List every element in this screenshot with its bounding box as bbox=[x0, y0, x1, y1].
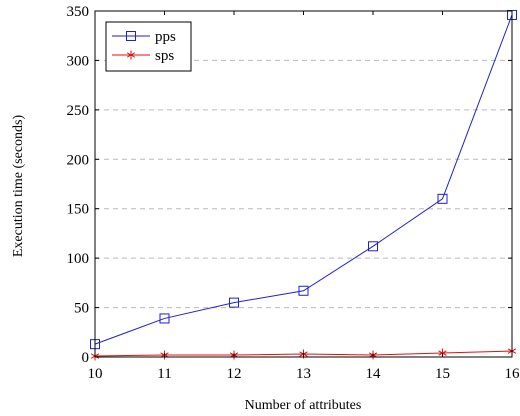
y-tick-label: 150 bbox=[67, 202, 90, 218]
x-tick-label: 14 bbox=[366, 366, 382, 382]
y-tick-label: 300 bbox=[67, 53, 90, 69]
grid-lines bbox=[95, 59, 512, 309]
x-tick-label: 11 bbox=[157, 366, 171, 382]
y-tick-label: 100 bbox=[67, 251, 90, 267]
data-point-pps bbox=[229, 297, 239, 308]
legend-marker-sps bbox=[126, 50, 136, 60]
legend-item-pps: pps bbox=[112, 29, 176, 45]
legend-item-sps: sps bbox=[112, 48, 174, 64]
legend-box bbox=[105, 21, 192, 72]
x-tick-label: 10 bbox=[88, 366, 103, 382]
x-tick-label: 12 bbox=[227, 366, 242, 382]
data-point-pps bbox=[298, 285, 309, 296]
legend: pps sps bbox=[105, 21, 192, 72]
x-axis-label: Number of attributes bbox=[245, 398, 362, 413]
y-tick-label: 50 bbox=[74, 301, 89, 317]
y-tick-label: 350 bbox=[67, 4, 90, 20]
y-tick-label: 200 bbox=[67, 152, 90, 168]
legend-label-sps: sps bbox=[155, 48, 174, 64]
y-tick-label: 250 bbox=[67, 103, 90, 119]
axis-ticks: 0 50 100 150 200 250 300 350 10 11 12 13 14 15 16 bbox=[67, 4, 520, 382]
series-pps bbox=[90, 9, 517, 350]
legend-marker-pps bbox=[126, 31, 136, 41]
y-tick-label: 0 bbox=[82, 350, 90, 366]
y-axis-label: Execution time (seconds) bbox=[11, 115, 26, 258]
data-point-pps bbox=[159, 313, 170, 324]
x-tick-label: 15 bbox=[435, 366, 450, 382]
data-point-pps bbox=[437, 193, 448, 204]
x-tick-label: 16 bbox=[505, 366, 520, 382]
series-line-pps bbox=[94, 14, 513, 345]
legend-label-pps: pps bbox=[155, 29, 176, 45]
x-tick-label: 13 bbox=[296, 366, 311, 382]
data-point-pps bbox=[368, 241, 378, 252]
